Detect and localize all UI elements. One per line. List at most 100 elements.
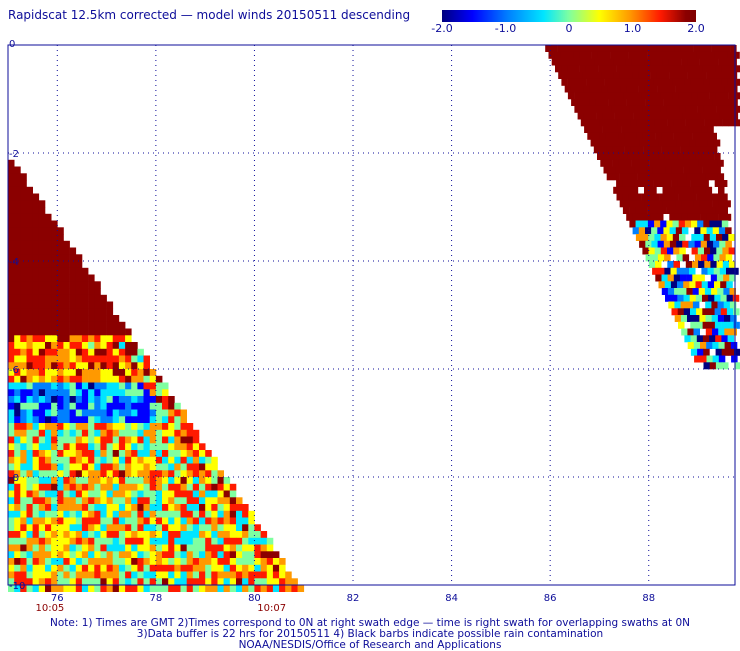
wind-diff-cell [687,58,694,66]
wind-diff-cell [155,564,163,572]
wind-diff-cell [647,65,654,73]
wind-diff-cell [20,524,27,532]
wind-diff-cell [706,342,713,349]
wind-diff-cell [75,301,83,309]
wind-diff-cell [223,497,231,505]
wind-diff-cell [8,180,15,187]
wind-diff-cell [8,456,15,464]
wind-diff-cell [38,564,46,572]
wind-diff-cell [631,159,638,167]
wind-diff-cell [26,436,33,444]
wind-diff-cell [106,375,114,383]
wind-diff-cell [94,294,101,302]
wind-diff-cell [94,571,101,579]
wind-diff-cell [14,261,21,268]
wind-diff-cell [8,166,15,174]
wind-diff-cell [645,254,653,262]
wind-diff-cell [606,173,614,181]
wind-diff-cell [14,450,21,457]
wind-diff-cell [186,429,194,437]
wind-diff-cell [32,240,40,248]
wind-diff-cell [8,416,15,424]
wind-diff-cell [223,504,231,511]
wind-diff-cell [186,497,194,505]
wind-diff-cell [45,564,52,572]
wind-diff-cell [683,294,690,302]
wind-diff-cell [630,146,638,154]
wind-diff-cell [707,254,714,262]
wind-diff-cell [125,450,132,457]
wind-diff-cell [570,58,577,66]
wind-diff-cell [162,382,169,390]
wind-diff-cell [100,578,107,586]
wind-diff-cell [100,362,107,370]
wind-diff-cell [149,537,157,545]
wind-diff-cell [236,551,243,559]
wind-diff-cell [625,45,632,52]
wind-diff-cell [26,585,33,592]
wind-diff-cell [548,51,555,59]
wind-diff-cell [706,355,713,363]
wind-diff-cell [223,524,231,532]
wind-diff-cell [118,429,126,437]
wind-diff-cell [625,186,632,194]
wind-diff-cell [661,132,668,140]
wind-diff-cell [652,139,659,147]
wind-diff-cell [628,166,635,174]
wind-diff-cell [26,240,33,248]
wind-diff-cell [94,477,101,484]
wind-diff-cell [714,51,722,59]
wind-diff-cell [205,571,212,579]
wind-diff-cell [45,578,52,586]
wind-diff-cell [14,578,21,586]
wind-diff-cell [684,65,691,73]
wind-diff-cell [45,321,52,329]
wind-diff-cell [692,301,700,309]
wind-diff-cell [51,490,58,498]
wind-diff-cell [699,72,707,79]
wind-diff-cell [51,220,58,228]
wind-diff-cell [614,126,622,133]
wind-diff-cell [143,355,150,363]
wind-diff-cell [567,51,574,59]
wind-diff-cell [14,315,21,322]
wind-diff-cell [722,261,730,268]
wind-diff-cell [20,240,27,248]
wind-diff-cell [26,416,33,424]
wind-diff-cell [694,112,702,120]
wind-diff-cell [162,436,169,444]
wind-diff-cell [69,342,77,349]
wind-diff-cell [100,355,107,363]
wind-diff-cell [723,45,731,52]
wind-diff-cell [69,470,77,478]
wind-diff-cell [26,490,33,498]
wind-diff-cell [94,402,101,410]
wind-diff-cell [260,585,268,592]
wind-diff-cell [174,483,181,491]
wind-diff-cell [131,470,138,478]
wind-diff-cell [607,85,615,93]
wind-diff-cell [118,362,126,370]
wind-diff-cell [20,267,27,275]
wind-diff-cell [664,267,671,275]
wind-diff-cell [14,362,21,370]
wind-diff-cell [625,58,633,66]
wind-diff-cell [8,186,15,194]
wind-diff-cell [118,348,126,356]
wind-diff-cell [45,524,52,532]
wind-diff-cell [733,51,740,59]
wind-diff-cell [155,497,163,505]
wind-diff-cell [668,186,676,194]
wind-diff-cell [88,443,95,451]
wind-diff-cell [162,578,169,586]
wind-diff-cell [26,470,33,478]
wind-diff-cell [75,402,83,410]
wind-diff-cell [706,72,713,79]
wind-diff-cell [601,72,608,79]
wind-diff-cell [693,200,701,208]
wind-diff-cell [174,510,181,518]
wind-diff-cell [69,375,77,383]
wind-diff-cell [211,463,218,471]
wind-diff-cell [106,308,114,316]
wind-diff-cell [125,396,132,403]
